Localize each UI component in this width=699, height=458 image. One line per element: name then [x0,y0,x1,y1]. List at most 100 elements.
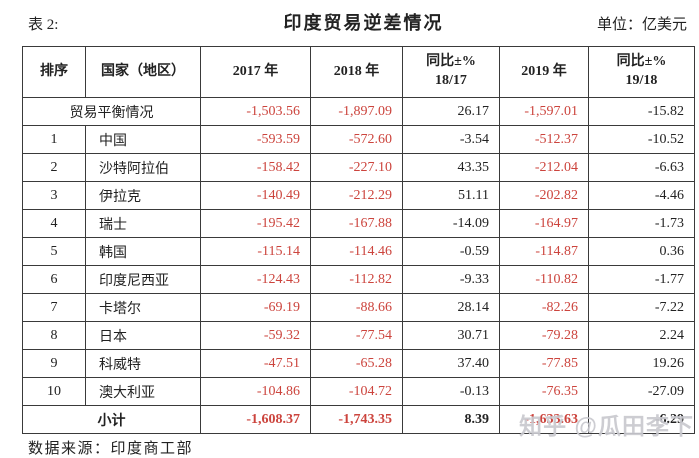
cell-yoy-19-18: -7.22 [588,293,695,322]
cell-yoy-18-17: -9.33 [402,265,500,294]
cell-yoy-19-18: -6.63 [588,153,695,182]
header-line: 18/17 [435,73,467,88]
cell-rank: 8 [22,321,86,350]
cell-yoy-18-17: -14.09 [402,209,500,238]
header-line: 同比±% [426,54,476,70]
page-header: 表 2: 印度贸易逆差情况 单位：亿美元 [0,0,699,46]
cell-yoy-19-18: 0.36 [588,237,695,266]
cell-yoy-18-17: -0.13 [402,377,500,406]
watermark: 知乎 @瓜田李下 [519,413,694,439]
cell-yoy-18-17: 8.39 [402,405,500,434]
cell-2018-value: -212.29 [310,181,403,210]
cell-2019-value: -77.85 [499,349,589,378]
unit-label: 单位：亿美元 [596,17,687,33]
table-header: 排序 国家（地区） 2017 年 2018 年 同比±% 18/17 2019 年 同比±% 1… [22,46,695,98]
header-line: 排序 [40,63,68,79]
col-header-2017: 2017 年 [200,46,311,98]
cell-2019-value: -79.28 [499,321,589,350]
col-header-yoy-18-17: 同比±% 18/17 [402,46,500,98]
cell-rank: 2 [22,153,86,182]
cell-2019-value: -110.82 [499,265,589,294]
cell-2018-value: -88.66 [310,293,403,322]
cell-rank: 3 [22,181,86,210]
header-line: 19/18 [625,73,658,88]
cell-2017-value: -158.42 [200,153,311,182]
col-header-country: 国家（地区） [85,46,201,98]
cell-rank: 7 [22,293,86,322]
table-row: 4 瑞士 -195.42 -167.88 -14.09 -164.97 -1.73 [22,209,695,238]
data-source-note: 数据来源：印度商工部 [28,441,194,457]
table-body: 贸易平衡情况 -1,503.56 -1,897.09 26.17 -1,597.01 -1… [22,97,695,434]
table-row: 7 卡塔尔 -69.19 -88.66 28.14 -82.26 -7.22 [22,293,695,322]
cell-2018-value: -104.72 [310,377,403,406]
page-title: 印度贸易逆差情况 [283,13,444,33]
cell-2018-value: -114.46 [310,237,403,266]
cell-2018-value: -1,743.35 [310,405,403,434]
cell-country: 伊拉克 [85,181,201,210]
cell-yoy-19-18: -1.77 [588,265,695,294]
cell-yoy-19-18: -15.82 [588,97,695,126]
table-row: 贸易平衡情况 -1,503.56 -1,897.09 26.17 -1,597.01 -1… [22,97,695,126]
cell-2017-value: -140.49 [200,181,311,210]
cell-2017-value: -115.14 [200,237,311,266]
cell-yoy-19-18: 19.26 [588,349,695,378]
cell-yoy-18-17: 37.40 [402,349,500,378]
cell-2018-value: -65.28 [310,349,403,378]
table-row: 8 日本 -59.32 -77.54 30.71 -79.28 2.24 [22,321,695,350]
table-row: 小计 -1,608.37 -1,743.35 8.39 -1,633.63 -6.29 [22,405,695,434]
cell-2019-value: -82.26 [499,293,589,322]
header-line: 2019 年 [521,63,567,79]
cell-yoy-19-18: -27.09 [588,377,695,406]
table-row: 9 科威特 -47.51 -65.28 37.40 -77.85 19.26 [22,349,695,378]
cell-2018-value: -572.60 [310,125,403,154]
table-row: 2 沙特阿拉伯 -158.42 -227.10 43.35 -212.04 -6.63 [22,153,695,182]
cell-country: 澳大利亚 [85,377,201,406]
cell-rank: 10 [22,377,86,406]
cell-2019-value: -1,597.01 [499,97,589,126]
cell-rank: 5 [22,237,86,266]
table-number-label: 表 2: [28,17,59,33]
cell-2018-value: -77.54 [310,321,403,350]
cell-2019-value: -164.97 [499,209,589,238]
cell-yoy-19-18: -1.73 [588,209,695,238]
table-row: 5 韩国 -115.14 -114.46 -0.59 -114.87 0.36 [22,237,695,266]
cell-2019-value: -76.35 [499,377,589,406]
cell-country: 韩国 [85,237,201,266]
col-header-rank: 排序 [22,46,86,98]
cell-2019-value: -512.37 [499,125,589,154]
table-row: 10 澳大利亚 -104.86 -104.72 -0.13 -76.35 -27.09 [22,377,695,406]
cell-yoy-19-18: -4.46 [588,181,695,210]
cell-2017-value: -593.59 [200,125,311,154]
cell-country: 日本 [85,321,201,350]
cell-country: 小计 [22,405,201,434]
cell-2019-value: -114.87 [499,237,589,266]
cell-2018-value: -1,897.09 [310,97,403,126]
cell-country: 瑞士 [85,209,201,238]
cell-2017-value: -1,608.37 [200,405,311,434]
cell-yoy-18-17: 26.17 [402,97,500,126]
cell-2017-value: -124.43 [200,265,311,294]
cell-rank: 6 [22,265,86,294]
cell-rank: 9 [22,349,86,378]
cell-country: 沙特阿拉伯 [85,153,201,182]
cell-yoy-18-17: 28.14 [402,293,500,322]
cell-yoy-19-18: -6.29 [588,405,695,434]
cell-2017-value: -1,503.56 [200,97,311,126]
cell-yoy-19-18: -10.52 [588,125,695,154]
cell-2017-value: -69.19 [200,293,311,322]
trade-deficit-table: 排序 国家（地区） 2017 年 2018 年 同比±% 18/17 2019 年 同比±% 1… [22,46,695,434]
cell-2017-value: -104.86 [200,377,311,406]
cell-2018-value: -227.10 [310,153,403,182]
header-row: 排序 国家（地区） 2017 年 2018 年 同比±% 18/17 2019 年 同比±% 1… [22,46,695,98]
cell-rank: 4 [22,209,86,238]
cell-rank: 1 [22,125,86,154]
cell-country: 贸易平衡情况 [22,97,201,126]
cell-yoy-18-17: -3.54 [402,125,500,154]
cell-yoy-18-17: -0.59 [402,237,500,266]
cell-country: 卡塔尔 [85,293,201,322]
cell-2019-value: -212.04 [499,153,589,182]
header-line: 国家（地区） [101,63,185,79]
cell-2017-value: -195.42 [200,209,311,238]
col-header-2019: 2019 年 [499,46,589,98]
cell-yoy-18-17: 43.35 [402,153,500,182]
